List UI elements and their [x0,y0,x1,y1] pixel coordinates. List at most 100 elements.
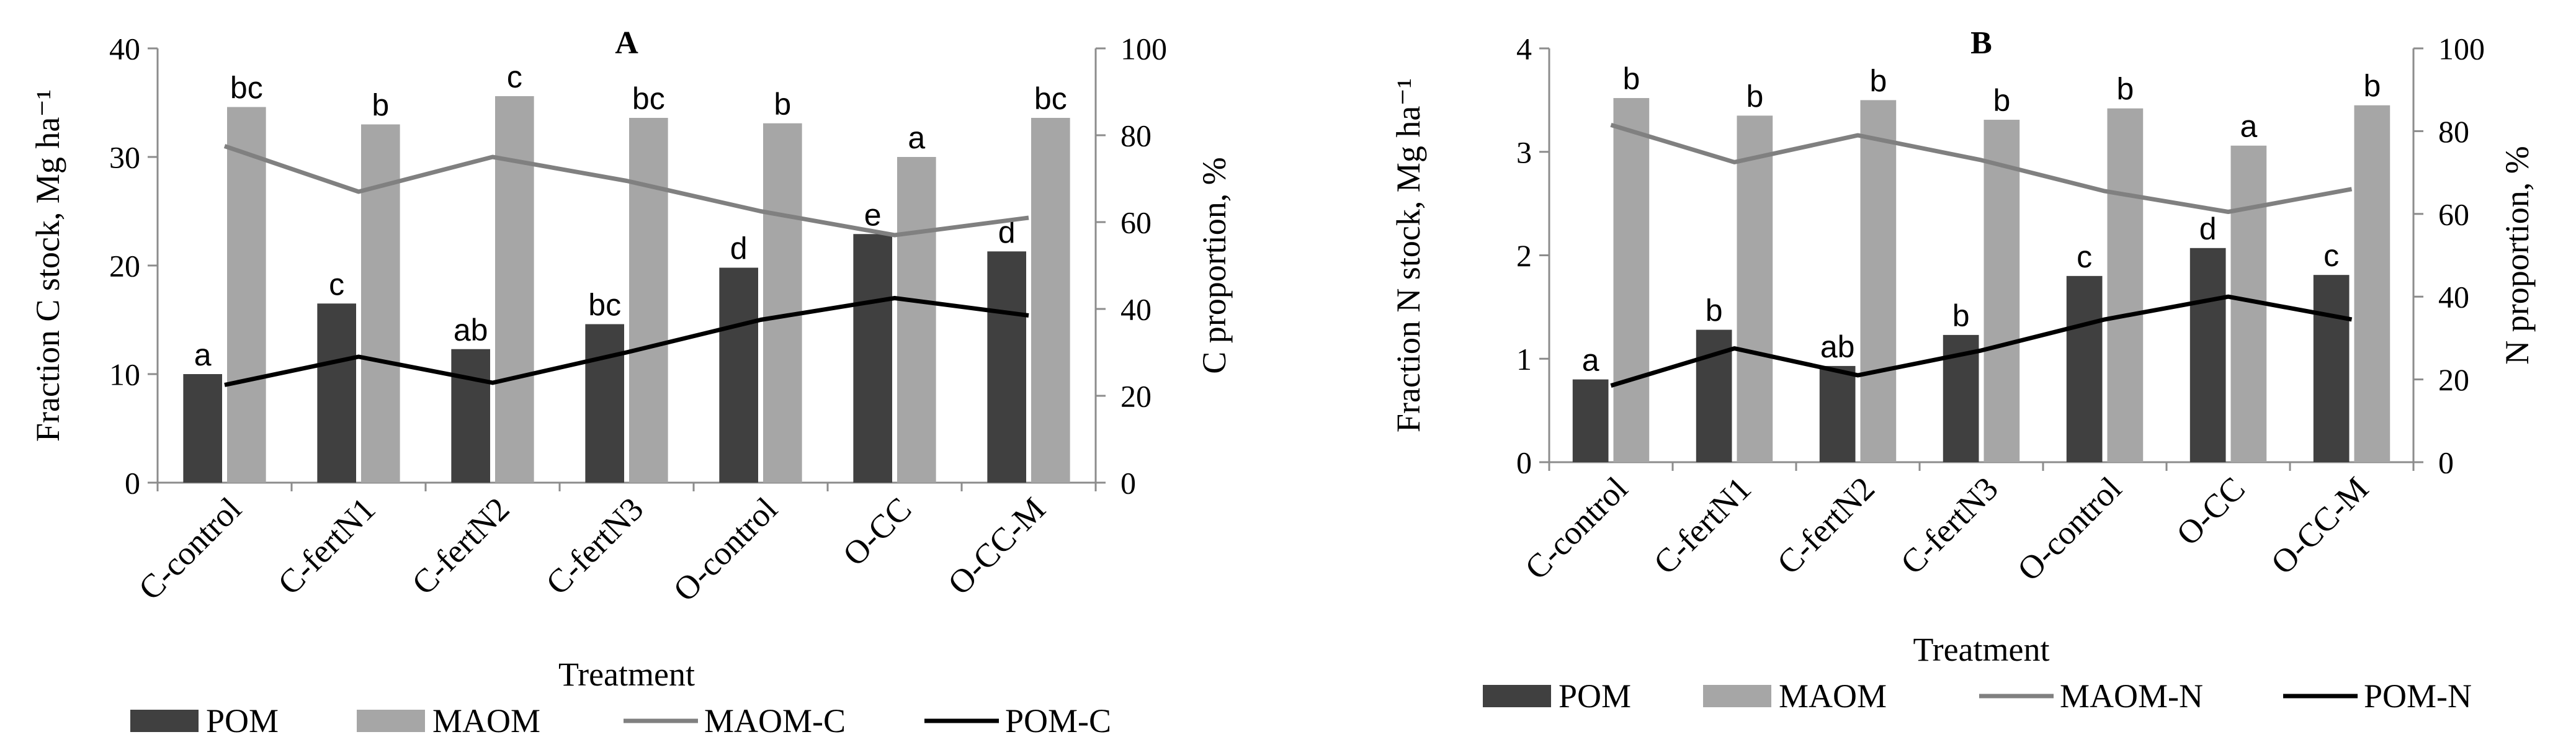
right-axis-title: C proportion, % [1196,157,1233,373]
legend-swatch-maom [1703,685,1771,707]
right-tick-label: 0 [1120,466,1136,501]
left-axis-title: Fraction C stock, Mg ha⁻¹ [29,89,66,442]
maom-bar-o-control [763,123,802,483]
category-label: O-CC-M [2264,470,2376,581]
pom-significance-letter: c [329,267,344,302]
pom-bar-c-fertn2 [1819,365,1856,462]
pom-bar-c-control [1572,379,1609,462]
legend: POM MAOM MAOM-C POM-C [130,702,1111,739]
pom-bar-o-cc-m [987,251,1026,483]
legend-label: POM-C [1005,702,1111,739]
pom-significance-letter: a [1582,343,1599,378]
maom-significance-letter: b [1746,79,1763,114]
left-tick-label: 0 [1516,445,1532,480]
pom-bar-c-fertn3 [585,324,624,483]
category-label: C-fertN2 [405,490,516,602]
right-tick-label: 40 [2438,280,2469,315]
left-tick-label: 0 [125,466,140,501]
right-tick-label: 60 [2438,197,2469,231]
pom-bar-o-cc [2189,248,2226,462]
pom-bar-c-fertn1 [317,303,356,483]
maom-significance-letter: a [2240,109,2257,144]
pom-significance-letter: ab [454,313,488,347]
category-label: O-CC-M [941,490,1052,602]
maom-significance-letter: b [1622,61,1640,96]
right-tick-label: 40 [1120,292,1152,327]
pom-significance-letter: d [2199,212,2217,246]
maom-bar-c-fertn1 [1737,115,1773,462]
legend-swatch-maom [357,710,425,732]
legend-label: POM [206,702,279,739]
right-tick-label: 60 [1120,205,1152,240]
pom-bar-o-control [2066,275,2103,462]
right-tick-label: 0 [2438,445,2454,480]
maom-significance-letter: bc [632,81,665,116]
pom-significance-letter: c [2323,238,2339,273]
pom-proportion-line [1610,294,2353,388]
chart-panel-a: 010203040020406080100abcC-controlcbC-fer… [29,25,1233,739]
maom-proportion-line [1610,123,2353,214]
legend-label: MAOM-C [704,702,846,739]
maom-bar-c-control [227,107,266,483]
left-tick-label: 2 [1516,238,1532,273]
legend-label: POM-N [2364,677,2472,715]
x-axis-title: Treatment [558,656,695,693]
maom-significance-letter: b [372,88,389,123]
left-tick-label: 20 [109,249,140,284]
category-label: O-CC [836,490,919,573]
maom-significance-letter: b [1993,83,2010,118]
legend: POM MAOM MAOM-N POM-N [1483,677,2472,715]
pom-bar-c-control [183,374,222,483]
left-tick-label: 3 [1516,135,1532,169]
pom-bar-o-cc-m [2313,275,2350,462]
pom-significance-letter: a [194,337,212,372]
pom-significance-letter: b [1952,298,1970,333]
pom-significance-letter: c [2077,239,2092,274]
legend-label: MAOM-N [2060,677,2203,715]
right-tick-label: 20 [2438,362,2469,397]
pom-significance-letter: bc [588,288,621,323]
left-tick-label: 40 [109,32,140,66]
left-tick-label: 1 [1516,342,1532,377]
left-tick-label: 30 [109,140,140,175]
category-label: O-CC [2169,470,2252,553]
category-label: C-fertN1 [1647,470,1758,581]
right-tick-label: 100 [2438,32,2485,66]
maom-bar-c-fertn2 [1860,100,1897,462]
pom-significance-letter: b [1706,293,1723,328]
maom-significance-letter: b [1869,63,1887,98]
panel-label: A [615,25,638,61]
left-axis-title: Fraction N stock, Mg ha⁻¹ [1390,78,1427,432]
category-label: C-fertN3 [539,490,650,602]
category-label: O-control [666,490,785,609]
category-label: C-fertN3 [1894,470,2005,581]
legend-label: POM [1559,677,1631,715]
pom-bar-c-fertn2 [451,349,490,483]
pom-proportion-line [224,296,1029,387]
legend-label: MAOM [432,702,540,739]
left-tick-label: 4 [1516,32,1532,66]
maom-bar-c-control [1613,98,1650,463]
right-tick-label: 80 [1120,118,1152,153]
maom-bar-o-cc-m [1031,118,1070,483]
right-tick-label: 20 [1120,379,1152,414]
right-tick-label: 100 [1120,32,1167,66]
right-tick-label: 80 [2438,114,2469,149]
legend-label: MAOM [1779,677,1887,715]
maom-significance-letter: b [2363,69,2381,104]
panel-label: B [1970,25,1992,61]
maom-bar-c-fertn2 [495,96,534,483]
maom-bar-c-fertn3 [629,118,668,483]
legend-swatch-pom [130,710,199,732]
maom-significance-letter: b [2116,72,2134,107]
maom-significance-letter: bc [1034,81,1067,116]
category-label: C-fertN1 [271,490,382,602]
x-axis-title: Treatment [1913,631,2050,668]
category-label: C-control [132,490,249,607]
pom-significance-letter: e [864,197,882,232]
chart-panel-b: 01234020406080100abC-controlbbC-fertN1ab… [1390,25,2536,715]
legend-swatch-pom [1483,685,1551,707]
category-label: O-control [2010,470,2129,588]
maom-bar-o-control [2107,108,2144,463]
